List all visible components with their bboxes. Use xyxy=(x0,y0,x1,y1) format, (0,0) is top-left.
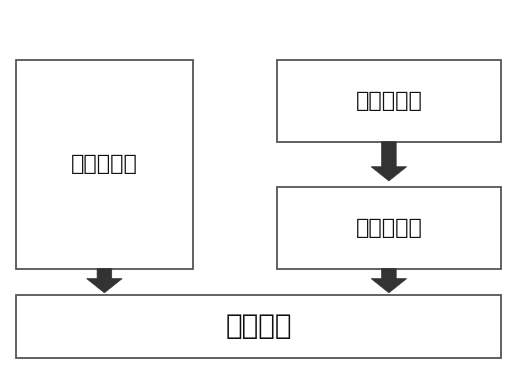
Bar xyxy=(16,295,501,358)
Bar xyxy=(277,60,501,142)
Polygon shape xyxy=(87,269,122,293)
Bar xyxy=(277,186,501,269)
Text: 正极片制作: 正极片制作 xyxy=(71,154,138,174)
Text: 负极片制作: 负极片制作 xyxy=(355,91,422,111)
Polygon shape xyxy=(371,269,407,293)
Bar xyxy=(16,60,193,269)
Text: 卷绕成型: 卷绕成型 xyxy=(225,312,292,341)
Text: 负极片加工: 负极片加工 xyxy=(355,217,422,238)
Polygon shape xyxy=(371,142,407,181)
